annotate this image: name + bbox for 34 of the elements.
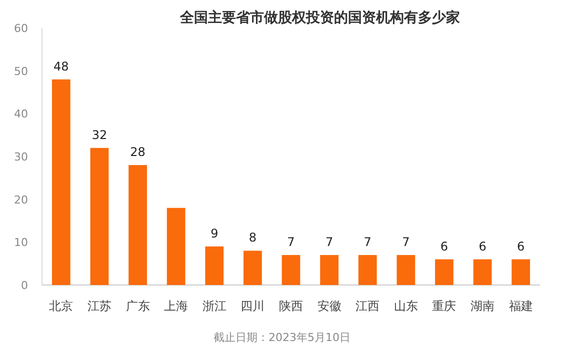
x-tick-label: 四川 (240, 299, 265, 313)
y-tick-label: 60 (14, 22, 28, 35)
data-label: 7 (287, 235, 295, 250)
data-label: 7 (402, 235, 410, 250)
data-label: 6 (478, 239, 486, 254)
data-label: 8 (248, 230, 257, 245)
y-tick-label: 0 (21, 279, 28, 292)
title: 全国主要省市做股权投资的国资机构有多少家 (180, 10, 460, 26)
x-tick-label: 湖南 (470, 299, 495, 313)
x-tick-label: 山东 (394, 299, 418, 313)
x-tick-label: 浙江 (202, 299, 226, 313)
y-tick-label: 30 (14, 150, 28, 164)
data-label: 6 (517, 239, 525, 254)
y-tick-label: 40 (14, 108, 28, 121)
x-tick-label: 陕西 (279, 299, 303, 313)
x-tick-label: 北京 (49, 299, 74, 313)
data-label: 7 (325, 235, 334, 250)
data-label: 9 (210, 226, 218, 240)
y-tick-label: 50 (14, 64, 28, 78)
y-tick-label: 20 (14, 193, 28, 206)
x-tick-label: 安徽 (317, 299, 342, 313)
x-tick-label: 上海 (164, 299, 188, 313)
y-tick-label: 10 (14, 236, 28, 250)
data-label: 32 (92, 128, 108, 142)
data-label: 48 (54, 59, 69, 74)
data-label: 28 (130, 145, 146, 160)
x-tick-label: 福建 (508, 299, 533, 313)
x-tick-label: 江苏 (87, 299, 112, 313)
data-label: 7 (364, 235, 372, 250)
x-tick-label: 重庆 (432, 299, 456, 313)
data-label: 6 (440, 239, 448, 254)
x-tick-label: 广东 (126, 299, 150, 313)
text: 截止日期：2023年5月10日 (214, 331, 350, 344)
x-tick-label: 江西 (356, 299, 380, 313)
